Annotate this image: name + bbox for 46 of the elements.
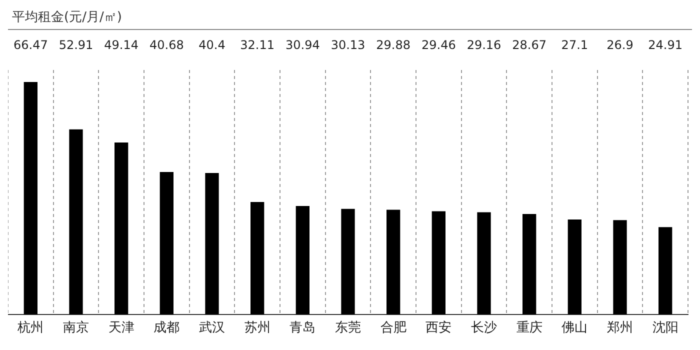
data-label: 24.91: [648, 38, 683, 52]
bar: [114, 142, 128, 314]
bar: [160, 172, 174, 314]
data-label: 28.67: [512, 38, 547, 52]
data-label: 40.4: [198, 38, 226, 52]
bar: [432, 211, 446, 314]
x-tick-label: 郑州: [607, 320, 633, 336]
x-tick-label: 南京: [63, 320, 89, 336]
x-tick-label: 苏州: [244, 320, 270, 336]
x-tick-label: 成都: [154, 320, 180, 336]
x-tick-label: 合肥: [380, 320, 406, 336]
data-label: 66.47: [13, 38, 48, 52]
data-label: 30.13: [330, 38, 366, 52]
data-label: 32.11: [240, 38, 275, 52]
data-label: 27.1: [561, 38, 588, 52]
bar: [658, 227, 672, 314]
data-label: 40.68: [149, 38, 184, 52]
bar: [296, 206, 310, 314]
data-label: 29.16: [466, 38, 502, 52]
x-tick-label: 青岛: [290, 320, 316, 336]
x-tick-label: 重庆: [516, 320, 542, 336]
data-label: 29.88: [376, 38, 411, 52]
x-tick-label: 佛山: [562, 320, 588, 336]
x-tick-label: 沈阳: [652, 320, 678, 336]
data-label: 26.9: [606, 38, 634, 52]
data-label: 52.91: [58, 38, 94, 52]
bar: [613, 220, 627, 314]
x-tick-label: 东莞: [335, 320, 361, 336]
data-label: 49.14: [104, 38, 139, 52]
data-label: 29.46: [421, 38, 456, 52]
x-tick-label: 武汉: [199, 320, 225, 336]
bar: [568, 219, 582, 314]
data-label: 30.94: [285, 38, 320, 52]
x-tick-label: 西安: [426, 320, 452, 336]
bar: [205, 173, 219, 314]
bar: [250, 202, 264, 314]
bar: [69, 129, 83, 314]
bar: [341, 208, 355, 314]
bar: [522, 214, 536, 314]
x-tick-label: 天津: [108, 320, 134, 336]
bar: [24, 82, 38, 314]
x-tick-label: 长沙: [471, 320, 497, 336]
bar: [386, 210, 400, 314]
chart-title: 平均租金(元/月/㎡): [8, 8, 692, 30]
bar: [477, 212, 491, 314]
x-tick-label: 杭州: [16, 320, 44, 336]
